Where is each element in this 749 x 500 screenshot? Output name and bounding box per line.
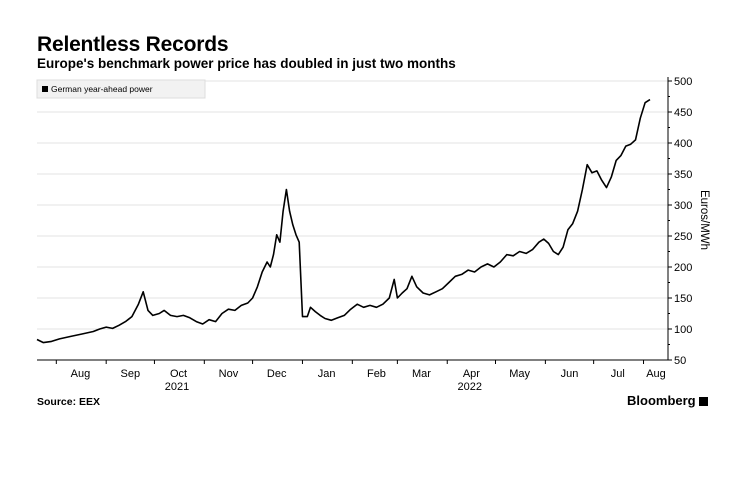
- x-tick-label: May: [509, 368, 530, 380]
- x-year-label: 2022: [458, 381, 482, 393]
- x-tick-label: Apr: [463, 368, 480, 380]
- source-note: Source: EEX: [37, 396, 101, 408]
- x-tick-label: Aug: [646, 368, 666, 380]
- x-tick-label: Feb: [367, 368, 386, 380]
- y-tick-label: 500: [674, 76, 692, 88]
- y-tick-label: 200: [674, 262, 692, 274]
- x-tick-label: Jun: [561, 368, 579, 380]
- series-layer: [36, 98, 651, 344]
- brand-name: Bloomberg: [627, 393, 696, 408]
- y-tick-label: 100: [674, 324, 692, 336]
- legend-swatch: [42, 86, 48, 92]
- legend: German year-ahead power: [36, 79, 206, 99]
- chart-title: Relentless Records: [37, 33, 229, 56]
- brand-logo: Bloomberg: [627, 393, 708, 408]
- legend-label: German year-ahead power: [51, 84, 153, 94]
- y-tick-label: 300: [674, 200, 692, 212]
- x-axis: Aug Sep Oct Nov Dec Jan Feb Mar Apr May Jun Jul Aug 2…: [37, 359, 668, 393]
- x-tick-label: Jan: [318, 368, 336, 380]
- x-tick-label: Dec: [267, 368, 287, 380]
- y-tick-label: 450: [674, 107, 692, 119]
- brand-mark-icon: [698, 397, 708, 406]
- x-year-label: 2021: [165, 381, 189, 393]
- y-tick-label: 400: [674, 138, 692, 150]
- y-tick-label: 150: [674, 293, 692, 305]
- x-tick-label: Nov: [219, 368, 239, 380]
- x-tick-label: Jul: [611, 368, 625, 380]
- x-tick-label: Mar: [412, 368, 431, 380]
- y-axis: 50 100 150 200 250 300 350 400 450 500: [667, 76, 692, 367]
- y-axis-label: Euros/MWh: [698, 190, 710, 250]
- y-tick-label: 50: [674, 355, 686, 367]
- legend-box: [36, 79, 206, 99]
- x-tick-label: Oct: [170, 368, 187, 380]
- y-tick-label: 250: [674, 231, 692, 243]
- x-tick-label: Sep: [121, 368, 141, 380]
- chart-subtitle: Europe's benchmark power price has doubl…: [37, 56, 456, 71]
- series-line: [36, 98, 651, 344]
- y-tick-label: 350: [674, 169, 692, 181]
- x-tick-label: Aug: [71, 368, 91, 380]
